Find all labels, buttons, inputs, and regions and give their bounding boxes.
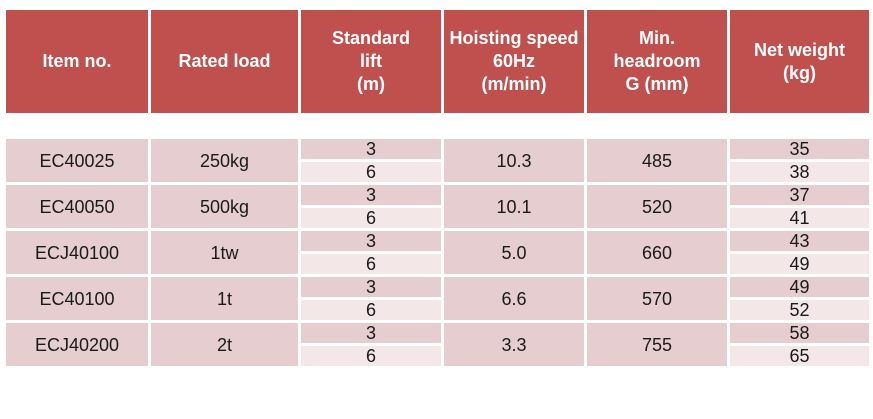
headroom-cell: 755 (584, 320, 730, 369)
rated-load-cell: 1t (148, 274, 301, 323)
lift-cell: 6 (298, 297, 444, 323)
lift-cell: 6 (298, 343, 444, 369)
rated-load-cell: 500kg (148, 182, 301, 231)
headroom-cell: 485 (584, 136, 730, 185)
hoist-spec-table: Item no. Rated load Standard lift (m) Hois… (3, 7, 872, 369)
table-row: 6 49 (5, 251, 872, 277)
header-hoisting-speed: Hoisting speed 60Hz (m/min) (441, 7, 587, 116)
item-no-cell: ECJ40100 (3, 228, 151, 277)
speed-cell: 3.3 (441, 320, 587, 369)
speed-cell: 10.3 (441, 136, 587, 185)
weight-cell: 37 (727, 182, 872, 208)
item-no-cell: EC40100 (3, 274, 151, 323)
headroom-cell: 660 (584, 228, 730, 277)
weight-cell: 65 (727, 343, 872, 369)
table-row: EC40025 250kg 3 10.3 485 35 (3, 136, 872, 185)
table-row: 6 38 (5, 159, 872, 185)
table-row: 6 65 (5, 343, 872, 369)
spacer-cell (4, 114, 871, 138)
speed-cell: 10.1 (441, 182, 587, 231)
header-spacer (4, 114, 871, 138)
table-row: ECJ40200 2t 3 3.3 755 58 (3, 320, 872, 369)
lift-cell: 6 (298, 251, 444, 277)
lift-cell: 3 (298, 228, 444, 254)
lift-cell: 3 (298, 136, 444, 162)
weight-cell: 41 (727, 205, 872, 231)
lift-cell: 3 (298, 182, 444, 208)
table-row: EC40050 500kg 3 10.1 520 37 (3, 182, 872, 231)
headroom-cell: 570 (584, 274, 730, 323)
lift-cell: 6 (298, 205, 444, 231)
lift-cell: 6 (298, 159, 444, 185)
header-rated-load: Rated load (148, 7, 301, 116)
weight-cell: 38 (727, 159, 872, 185)
rated-load-cell: 1tw (148, 228, 301, 277)
item-no-cell: ECJ40200 (3, 320, 151, 369)
weight-cell: 35 (727, 136, 872, 162)
headroom-cell: 520 (584, 182, 730, 231)
rated-load-cell: 2t (148, 320, 301, 369)
weight-cell: 49 (727, 251, 872, 277)
table-row: 6 41 (5, 205, 872, 231)
item-no-cell: EC40025 (3, 136, 151, 185)
rated-load-cell: 250kg (148, 136, 301, 185)
item-no-cell: EC40050 (3, 182, 151, 231)
table-row: EC40100 1t 3 6.6 570 49 (3, 274, 872, 323)
lift-cell: 3 (298, 320, 444, 346)
speed-cell: 6.6 (441, 274, 587, 323)
header-standard-lift: Standard lift (m) (298, 7, 444, 116)
weight-cell: 43 (727, 228, 872, 254)
table-header-row: Item no. Rated load Standard lift (m) Hois… (3, 7, 872, 116)
header-net-weight: Net weight (kg) (727, 7, 872, 116)
lift-cell: 3 (298, 274, 444, 300)
weight-cell: 58 (727, 320, 872, 346)
weight-cell: 49 (727, 274, 872, 300)
header-min-headroom: Min. headroom G (mm) (584, 7, 730, 116)
table-row: 6 52 (5, 297, 872, 323)
header-item-no: Item no. (3, 7, 151, 116)
weight-cell: 52 (727, 297, 872, 323)
speed-cell: 5.0 (441, 228, 587, 277)
table-row: ECJ40100 1tw 3 5.0 660 43 (3, 228, 872, 277)
